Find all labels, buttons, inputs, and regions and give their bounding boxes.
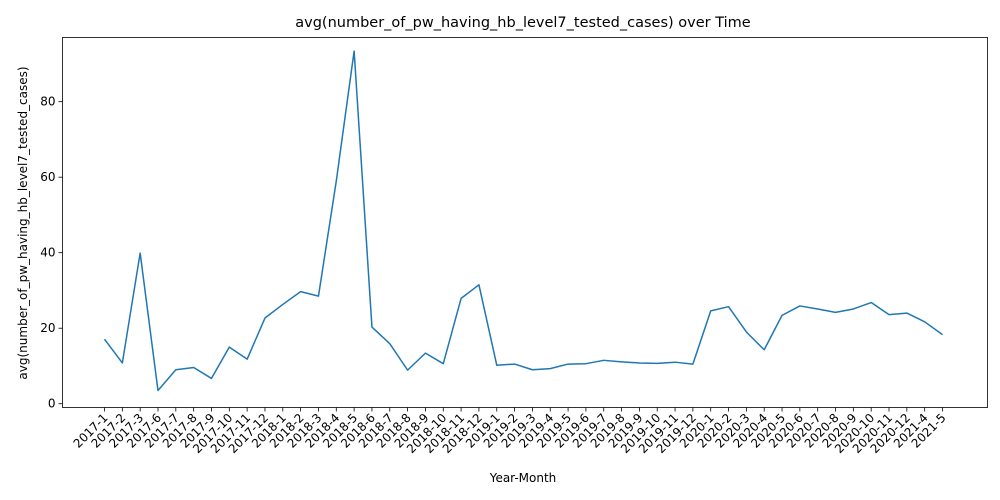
chart-title: avg(number_of_pw_having_hb_level7_tested… xyxy=(295,15,751,31)
y-tick-label: 60 xyxy=(40,170,55,184)
series-line xyxy=(103,50,943,392)
y-tick-label: 80 xyxy=(40,95,55,109)
y-tick-label: 20 xyxy=(40,321,55,335)
x-axis-label: Year-Month xyxy=(489,471,557,485)
y-tick-label: 0 xyxy=(48,397,56,411)
y-tick-label: 40 xyxy=(40,246,55,260)
y-axis-label: avg(number_of_pw_having_hb_level7_tested… xyxy=(16,66,30,379)
y-axis-ticks: 0 20 40 60 80 xyxy=(40,95,63,411)
x-axis-ticks: 2017-12017-22017-32017-62017-72017-82017… xyxy=(71,407,949,456)
plot-area-frame xyxy=(62,37,988,408)
series-layer xyxy=(103,50,943,392)
